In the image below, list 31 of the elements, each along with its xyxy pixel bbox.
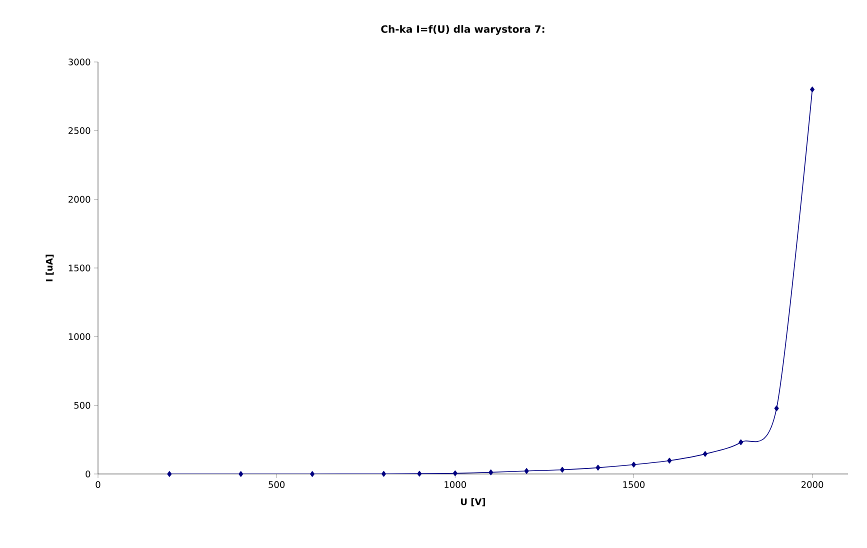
y-tick-label: 500 <box>74 402 90 409</box>
y-axis-title: I [uA] <box>46 254 54 282</box>
point <box>738 439 744 446</box>
point <box>452 470 458 476</box>
point <box>774 405 779 412</box>
point <box>667 458 672 464</box>
point <box>631 462 636 468</box>
point <box>702 451 708 457</box>
point <box>488 469 494 476</box>
y-tick-label: 2000 <box>68 196 90 203</box>
point <box>596 464 600 471</box>
y-tick-label: 2500 <box>68 127 90 134</box>
y-tick-label: 3000 <box>68 58 90 66</box>
point <box>810 86 815 92</box>
y-tick-label: 1000 <box>68 333 90 340</box>
point <box>381 470 386 477</box>
point <box>310 471 315 477</box>
x-tick-label: 0 <box>96 481 100 488</box>
point <box>560 466 565 473</box>
point <box>417 470 422 477</box>
chart-title: Ch-ka I=f(U) dla warystora 7: <box>381 25 544 35</box>
point <box>167 471 172 477</box>
x-axis-title: U [V] <box>461 498 486 506</box>
x-tick-label: 1500 <box>623 481 645 488</box>
x-tick-label: 1000 <box>444 481 466 488</box>
y-tick-label: 1500 <box>68 264 90 272</box>
x-tick-label: 500 <box>268 481 285 488</box>
x-tick-label: 2000 <box>802 481 824 488</box>
point <box>524 468 529 474</box>
y-tick-label: 0 <box>86 470 90 478</box>
point <box>238 471 244 477</box>
